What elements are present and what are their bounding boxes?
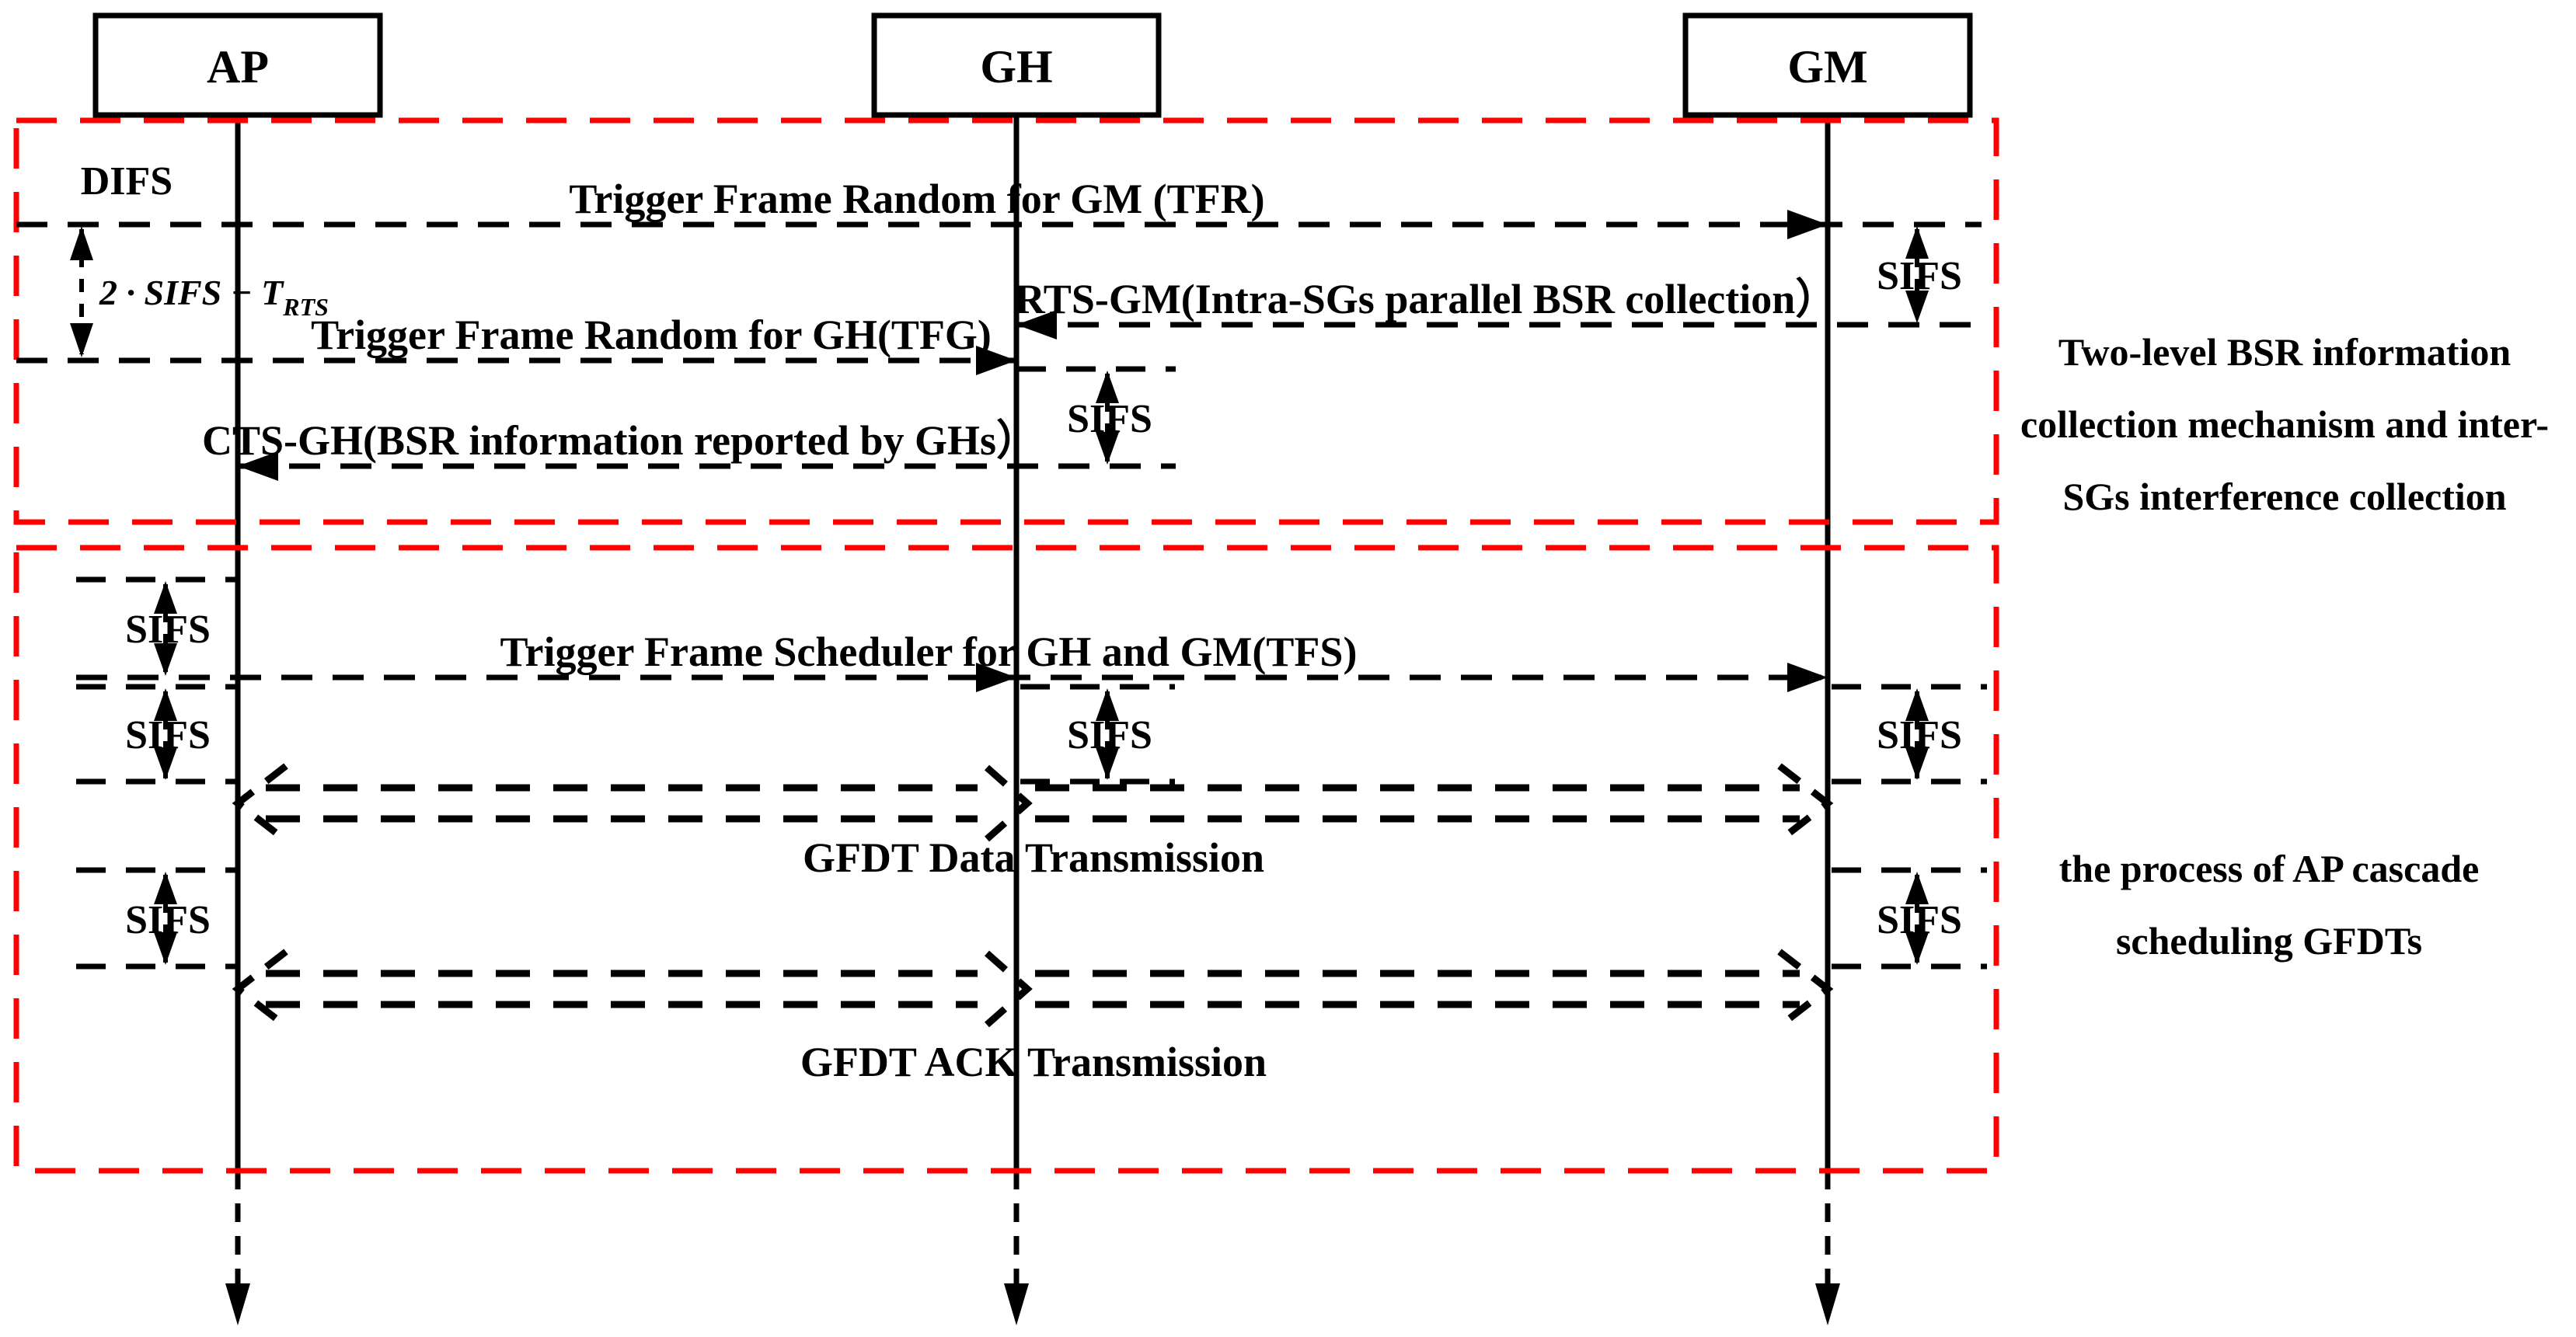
- open-arrowhead-right: [1777, 949, 1834, 1029]
- arrowhead-down: [1905, 932, 1929, 965]
- arrowhead-up: [1905, 226, 1929, 259]
- arrowhead-up: [70, 226, 93, 260]
- arrowhead-up: [1905, 872, 1929, 904]
- arrowhead-down: [154, 932, 177, 965]
- arrowhead-down: [154, 747, 177, 780]
- phase1-annotation-line2: collection mechanism and inter-: [2020, 402, 2549, 446]
- cts-gh-message-arrow: CTS-GH(BSR information reported by GHs）: [202, 417, 1176, 481]
- open-arrowhead-left: [232, 949, 288, 1029]
- sifs-label: SIFS: [1067, 397, 1152, 441]
- arrowhead-down: [1905, 747, 1929, 780]
- arrowhead-down: [1096, 432, 1119, 465]
- sifs-label: SIFS: [125, 608, 211, 652]
- arrowhead-up: [154, 688, 177, 721]
- phase1-region-border: [13, 117, 1999, 525]
- open-arrowhead-right: [1777, 763, 1834, 844]
- passthrough-notch-gh: [985, 764, 1033, 842]
- lifeline-end-arrow: [225, 1283, 250, 1325]
- gfdt-data-label: GFDT Data Transmission: [803, 834, 1264, 881]
- sifs-band-a: SIFS SIFS SIFS: [76, 684, 1987, 785]
- sifs-interval-ap-1: SIFS: [76, 576, 238, 676]
- sifs-label: SIFS: [1067, 713, 1152, 757]
- sifs-label: SIFS: [1877, 254, 1962, 298]
- arrowhead-down: [154, 643, 177, 676]
- arrowhead-right: [976, 346, 1016, 375]
- backoff-duration-label: 2 · SIFS − TRTS: [99, 273, 329, 321]
- sifs-interval-gm-3: SIFS: [1877, 872, 1962, 965]
- tfs-message-arrow: Trigger Frame Scheduler for GH and GM(TF…: [76, 628, 1828, 692]
- sifs-interval-gm-2: SIFS: [1877, 688, 1962, 780]
- entity-label-gm: GM: [1787, 41, 1867, 92]
- arrowhead-up: [1096, 688, 1119, 721]
- arrowhead-right: [1787, 663, 1828, 692]
- arrowhead-right: [1787, 210, 1828, 239]
- phase1-annotation-line3: SGs interference collection: [2062, 475, 2506, 518]
- sifs-label: SIFS: [1877, 713, 1962, 757]
- rts-gm-message-arrow: RTS-GM(Intra-SGs parallel BSR collection…: [1015, 276, 1982, 339]
- sifs-interval-gh-2: SIFS: [1067, 688, 1152, 780]
- lifeline-end-arrow: [1004, 1283, 1029, 1325]
- sifs-interval-ap-3: SIFS: [125, 872, 211, 965]
- gfdt-data-double-arrow: GFDT Data Transmission: [232, 763, 1834, 881]
- arrowhead-left: [1016, 310, 1057, 339]
- ap-lifeline: [225, 115, 250, 1325]
- arrowhead-down: [1096, 747, 1119, 780]
- entity-box-ap: AP: [92, 12, 383, 118]
- cts-gh-message-label: CTS-GH(BSR information reported by GHs）: [202, 417, 1038, 464]
- difs-label: DIFS: [81, 159, 173, 204]
- arrowhead-up: [1905, 688, 1929, 721]
- entity-label-ap: AP: [207, 41, 269, 92]
- sifs-interval-ap-2: SIFS: [125, 688, 211, 780]
- rts-gm-message-label: RTS-GM(Intra-SGs parallel BSR collection…: [1015, 276, 1838, 322]
- lifeline-end-arrow: [1815, 1283, 1840, 1325]
- phase1-annotation: Two-level BSR information collection mec…: [2020, 330, 2549, 518]
- sifs-label: SIFS: [125, 898, 211, 942]
- arrowhead-up: [1096, 371, 1119, 403]
- tfr-message-arrow: Trigger Frame Random for GM (TFR): [16, 176, 1982, 239]
- sifs-label: SIFS: [125, 713, 211, 757]
- gfdt-ack-label: GFDT ACK Transmission: [800, 1039, 1267, 1085]
- arrowhead-down: [1905, 291, 1929, 323]
- gfdt-ack-double-arrow: GFDT ACK Transmission: [232, 949, 1834, 1085]
- phase2-annotation-line2: scheduling GFDTs: [2116, 919, 2422, 963]
- tfs-message-label: Trigger Frame Scheduler for GH and GM(TF…: [500, 628, 1358, 675]
- arrowhead-up: [154, 581, 177, 614]
- sifs-interval-gm-1: SIFS: [1877, 226, 1962, 323]
- open-arrowhead-left: [232, 763, 288, 844]
- tfg-message-arrow: Trigger Frame Random for GH(TFG): [16, 312, 1016, 375]
- arrowhead-right: [976, 663, 1016, 692]
- gm-lifeline: [1815, 115, 1840, 1325]
- entity-label-gh: GH: [980, 41, 1052, 92]
- tfg-message-label: Trigger Frame Random for GH(TFG): [311, 312, 992, 358]
- phase2-region-border: [13, 545, 1999, 1174]
- arrowhead-left: [238, 451, 278, 481]
- arrowhead-down: [70, 323, 93, 357]
- backoff-interval-arrow: 2 · SIFS − TRTS: [70, 226, 329, 357]
- sifs-band-b: SIFS SIFS: [76, 867, 1987, 970]
- tfr-message-label: Trigger Frame Random for GM (TFR): [569, 176, 1264, 222]
- passthrough-notch-gh: [985, 950, 1033, 1028]
- sifs-label: SIFS: [1877, 898, 1962, 942]
- phase2-annotation: the process of AP cascade scheduling GFD…: [2059, 847, 2480, 963]
- sifs-interval-gh-1: SIFS: [1016, 366, 1176, 465]
- entity-box-gm: GM: [1682, 12, 1973, 118]
- phase1-annotation-line1: Two-level BSR information: [2058, 330, 2512, 374]
- arrowhead-up: [154, 872, 177, 904]
- entity-box-gh: GH: [871, 12, 1162, 118]
- phase2-annotation-line1: the process of AP cascade: [2059, 847, 2480, 890]
